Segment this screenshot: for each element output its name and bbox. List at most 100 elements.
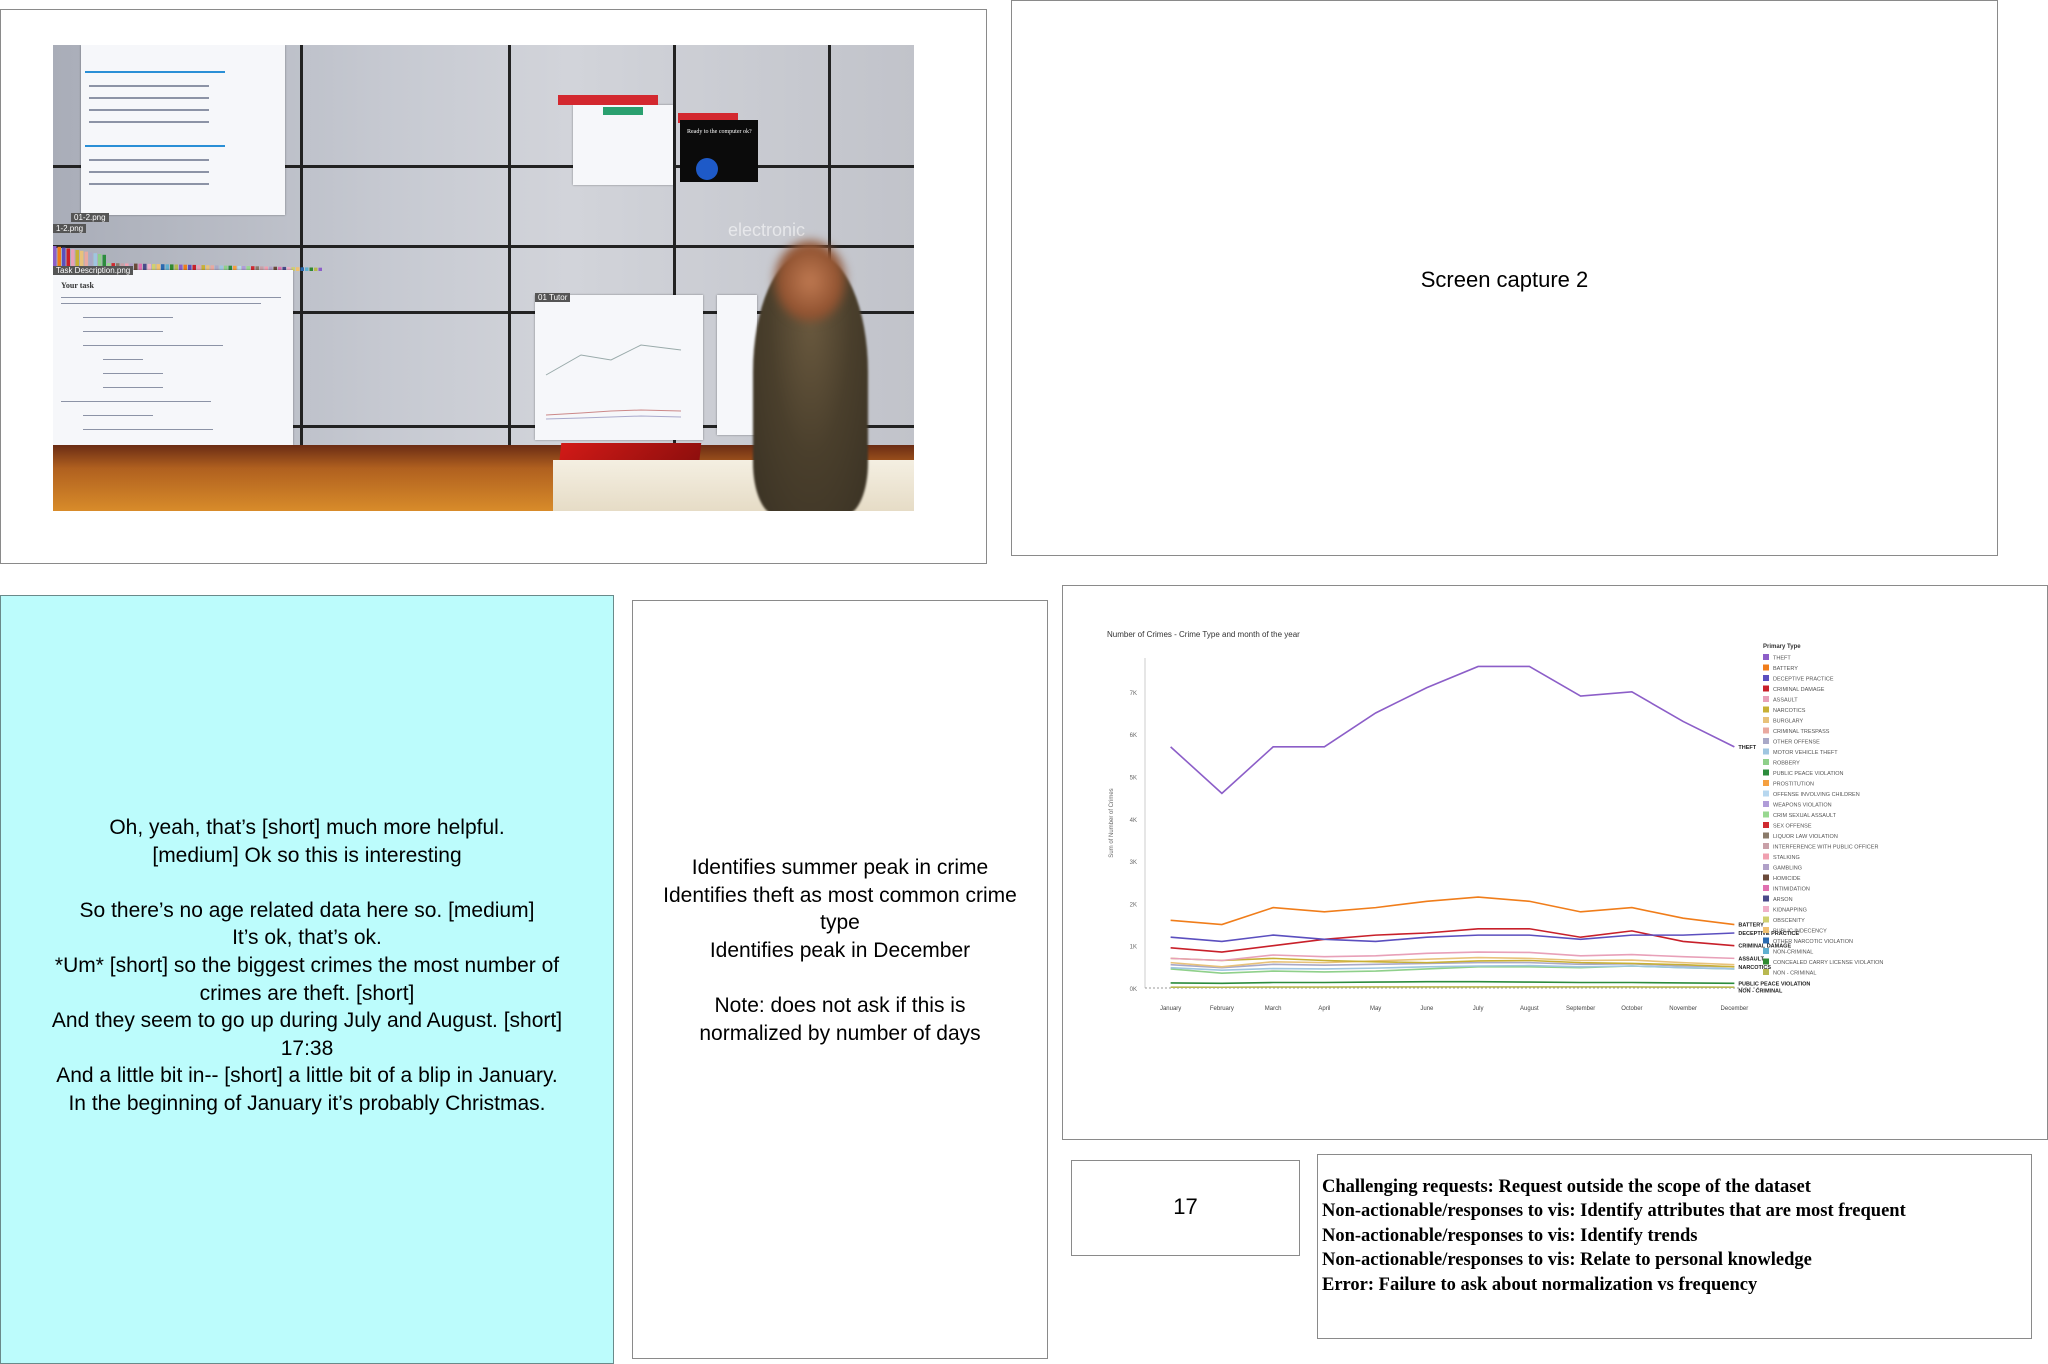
- mini-bar: [161, 264, 165, 271]
- observation-line: normalized by number of days: [699, 1021, 981, 1045]
- series-line: [1170, 932, 1735, 943]
- x-tick-label: March: [1265, 1006, 1282, 1012]
- x-tick-label: August: [1520, 1006, 1539, 1012]
- legend-label: BURGLARY: [1773, 719, 1803, 725]
- page-number: 17: [1173, 1194, 1198, 1219]
- mini-bar: [71, 249, 75, 271]
- legend-swatch: [1763, 748, 1769, 755]
- screen-capture-2-label: Screen capture 2: [1420, 267, 1589, 292]
- observations-text: Identifies summer peak in crime Identifi…: [635, 854, 1045, 1047]
- mini-bar: [197, 265, 201, 271]
- transcript-line: And they seem to go up during July and A…: [51, 1009, 563, 1033]
- legend-label: SEX OFFENSE: [1773, 824, 1812, 830]
- mini-bar: [170, 264, 174, 271]
- legend-label: STALKING: [1773, 855, 1800, 861]
- transcript-line: [medium] Ok so this is interesting: [152, 843, 462, 867]
- legend-swatch: [1763, 811, 1769, 818]
- task-heading: Your task: [61, 281, 94, 290]
- x-tick-label: July: [1473, 1006, 1484, 1012]
- y-tick-label: 0K: [1130, 987, 1137, 993]
- legend-label: NON-CRIMINAL: [1773, 950, 1813, 956]
- mini-bar: [219, 265, 223, 271]
- photo-label-3: Task Description.png: [53, 266, 134, 275]
- legend-swatch: [1763, 874, 1769, 881]
- legend-label: GAMBLING: [1773, 866, 1802, 872]
- x-tick-label: November: [1669, 1006, 1697, 1012]
- legend-label: NON - CRIMINAL: [1773, 971, 1816, 977]
- transcript-line: And a little bit in-- [short] a little b…: [56, 1064, 558, 1088]
- legend-swatch: [1763, 906, 1769, 912]
- mini-bar: [242, 266, 246, 271]
- legend-label: CONCEALED CARRY LICENSE VIOLATION: [1773, 960, 1883, 966]
- mini-bar: [260, 266, 264, 271]
- mini-bar: [246, 266, 250, 271]
- transcript-line: In the beginning of January it’s probabl…: [68, 1091, 546, 1115]
- codes-text: Challenging requests: Request outside th…: [1322, 1175, 1906, 1297]
- legend-label: INTERFERENCE WITH PUBLIC OFFICER: [1773, 845, 1878, 851]
- mini-bar: [215, 265, 219, 271]
- legend-label: ROBBERY: [1773, 761, 1800, 767]
- mini-bar: [62, 247, 66, 271]
- legend-label: PROSTITUTION: [1773, 782, 1814, 788]
- legend-swatch: [1763, 822, 1769, 828]
- series-line: [1170, 964, 1735, 972]
- page-number-panel: 17: [1071, 1160, 1300, 1256]
- y-axis-label: Sum of Number of Crimes: [1109, 788, 1115, 857]
- series-line: [1170, 896, 1735, 926]
- y-tick-label: 3K: [1130, 860, 1137, 866]
- black-window: [680, 120, 758, 182]
- mini-bar: [314, 267, 318, 271]
- legend-label: PUBLIC PEACE VIOLATION: [1773, 771, 1844, 777]
- photo-label-1: 01-2.png: [71, 213, 109, 222]
- observation-line: Identifies peak in December: [709, 938, 971, 962]
- mini-bar: [53, 246, 57, 271]
- series-end-label: NON - CRIMINAL: [1738, 988, 1783, 994]
- mini-line-plot: [545, 344, 682, 420]
- y-tick-label: 7K: [1130, 691, 1137, 697]
- legend-swatch: [1763, 790, 1769, 797]
- mini-bar: [201, 265, 205, 271]
- mini-bar: [147, 263, 151, 271]
- mini-bar: [318, 267, 322, 271]
- mini-bar: [138, 263, 142, 271]
- x-tick-label: April: [1318, 1006, 1330, 1012]
- transcript-line: [11, 869, 603, 897]
- mini-bar: [278, 266, 282, 271]
- series-end-label: THEFT: [1738, 745, 1756, 751]
- legend-swatch: [1763, 654, 1769, 660]
- mini-bar: [269, 266, 273, 271]
- observation-line: Identifies summer peak in crime: [691, 856, 989, 879]
- legend-swatch: [1763, 759, 1769, 765]
- series-line: [1170, 951, 1735, 962]
- legend-swatch: [1763, 780, 1769, 786]
- mini-bar: [98, 254, 102, 271]
- x-tick-label: May: [1370, 1006, 1381, 1012]
- legend-swatch: [1763, 937, 1769, 944]
- observation-line: Note: does not ask if this is: [714, 993, 966, 1017]
- mini-bar: [80, 250, 84, 271]
- code-line: Non-actionable/responses to vis: Identif…: [1322, 1225, 1698, 1246]
- mini-bar: [251, 266, 255, 271]
- mini-bar: [66, 248, 70, 271]
- legend-label: NARCOTICS: [1773, 708, 1806, 714]
- legend-swatch: [1763, 685, 1769, 692]
- transcript-line: crimes are theft. [short]: [199, 981, 415, 1005]
- code-line: Challenging requests: Request outside th…: [1322, 1177, 1811, 1197]
- window-label: 01 Tutor: [535, 293, 571, 302]
- mini-bar: [210, 265, 214, 271]
- legend-swatch: [1763, 853, 1769, 860]
- observation-line: Identifies theft as most common crime: [663, 883, 1017, 907]
- legend-title: Primary Type: [1763, 644, 1801, 650]
- x-tick-label: January: [1160, 1006, 1181, 1012]
- photo-label-2: 1-2.png: [53, 224, 87, 233]
- series-end-label: CRIMINAL DAMAGE: [1738, 944, 1791, 950]
- series-end-label: NARCOTICS: [1738, 965, 1771, 971]
- legend-label: OBSCENITY: [1773, 918, 1805, 924]
- chart-panel: Number of Crimes - Crime Type and month …: [1062, 585, 2048, 1140]
- series-end-label: PUBLIC PEACE VIOLATION: [1738, 981, 1810, 987]
- legend-label: OFFENSE INVOLVING CHILDREN: [1773, 792, 1860, 798]
- mini-bar: [179, 264, 183, 271]
- legend-label: KIDNAPPING: [1773, 908, 1807, 914]
- legend-swatch: [1763, 895, 1769, 902]
- legend-swatch: [1763, 675, 1769, 681]
